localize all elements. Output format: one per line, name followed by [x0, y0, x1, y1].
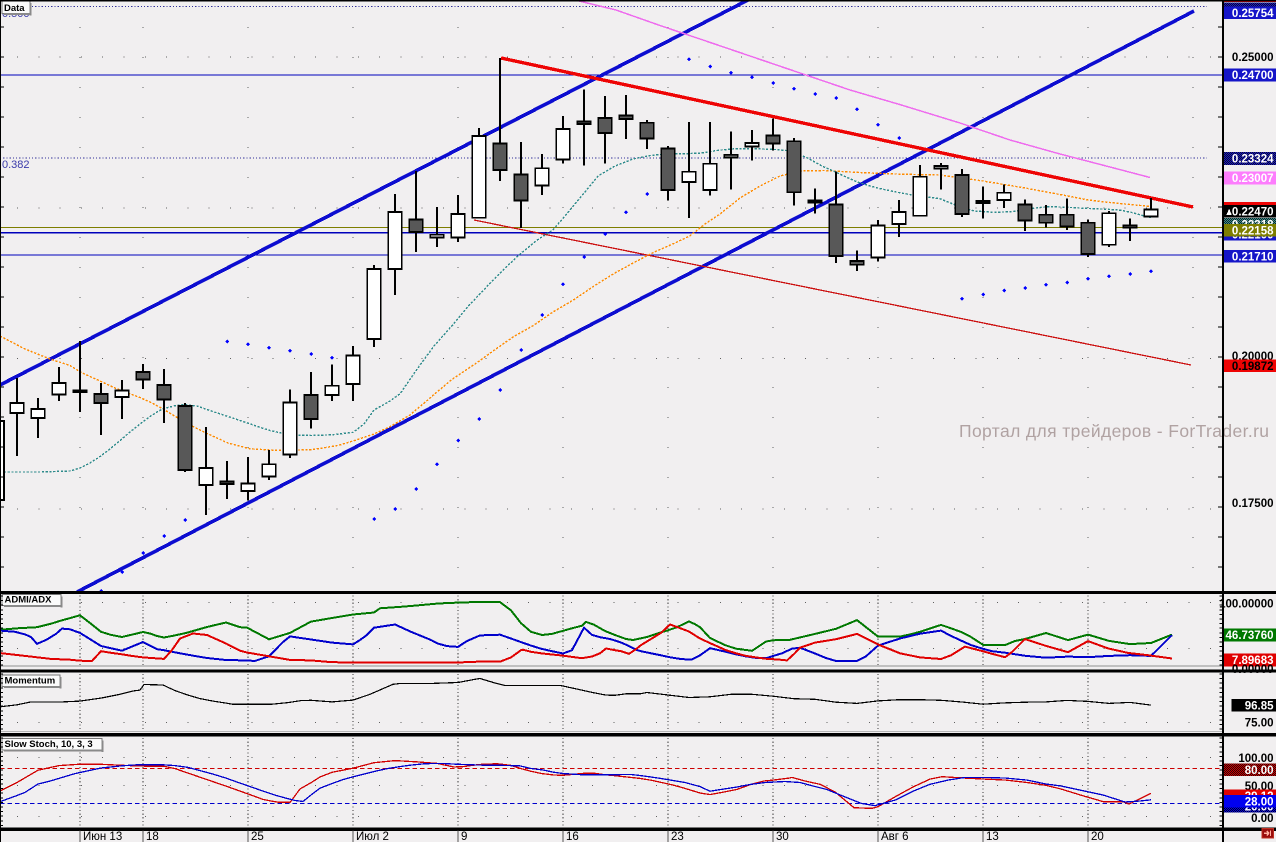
- svg-text:Портал для трейдеров - ForTrad: Портал для трейдеров - ForTrader.ru: [959, 421, 1269, 441]
- svg-text:Momentum: Momentum: [5, 675, 56, 686]
- svg-text:0.22470: 0.22470: [1232, 206, 1274, 218]
- svg-text:Data: Data: [4, 3, 25, 14]
- svg-text:0.00000: 0.00000: [1232, 664, 1274, 676]
- svg-text:0.00: 0.00: [1251, 813, 1273, 825]
- svg-text:0.19872: 0.19872: [1232, 361, 1274, 373]
- svg-text:7.89683: 7.89683: [1232, 655, 1274, 667]
- svg-text:0.17500: 0.17500: [1232, 498, 1274, 510]
- svg-text:13: 13: [986, 831, 999, 842]
- svg-text:18: 18: [146, 831, 159, 842]
- svg-text:0.22158: 0.22158: [1232, 225, 1274, 237]
- svg-text:20: 20: [1091, 831, 1104, 842]
- svg-text:80.00: 80.00: [1245, 765, 1274, 777]
- svg-text:100.00000: 100.00000: [1219, 599, 1273, 611]
- svg-text:46.73760: 46.73760: [1226, 630, 1274, 642]
- svg-text:Авг 6: Авг 6: [881, 831, 909, 842]
- svg-text:100.00: 100.00: [1238, 753, 1273, 765]
- svg-text:30: 30: [776, 831, 789, 842]
- svg-text:0.21710: 0.21710: [1232, 252, 1274, 264]
- svg-text:ADMI/ADX: ADMI/ADX: [5, 594, 53, 605]
- svg-text:0.25754: 0.25754: [1232, 8, 1274, 20]
- svg-text:0.25000: 0.25000: [1232, 52, 1274, 64]
- svg-text:Slow Stoch, 10, 3, 3: Slow Stoch, 10, 3, 3: [5, 739, 93, 750]
- svg-text:75.00: 75.00: [1245, 718, 1274, 730]
- svg-text:0.23007: 0.23007: [1232, 173, 1274, 185]
- svg-text:0.23324: 0.23324: [1232, 154, 1274, 166]
- svg-text:16: 16: [566, 831, 579, 842]
- svg-text:23: 23: [671, 831, 684, 842]
- svg-text:25: 25: [251, 831, 264, 842]
- svg-text:96.85: 96.85: [1245, 701, 1274, 713]
- svg-text:0.382: 0.382: [2, 159, 30, 171]
- svg-text:28.00: 28.00: [1245, 796, 1274, 808]
- svg-text:Июл 2: Июл 2: [356, 831, 389, 842]
- svg-text:0.24700: 0.24700: [1232, 70, 1274, 82]
- svg-text:Июн 13: Июн 13: [83, 831, 122, 842]
- svg-text:9: 9: [461, 831, 467, 842]
